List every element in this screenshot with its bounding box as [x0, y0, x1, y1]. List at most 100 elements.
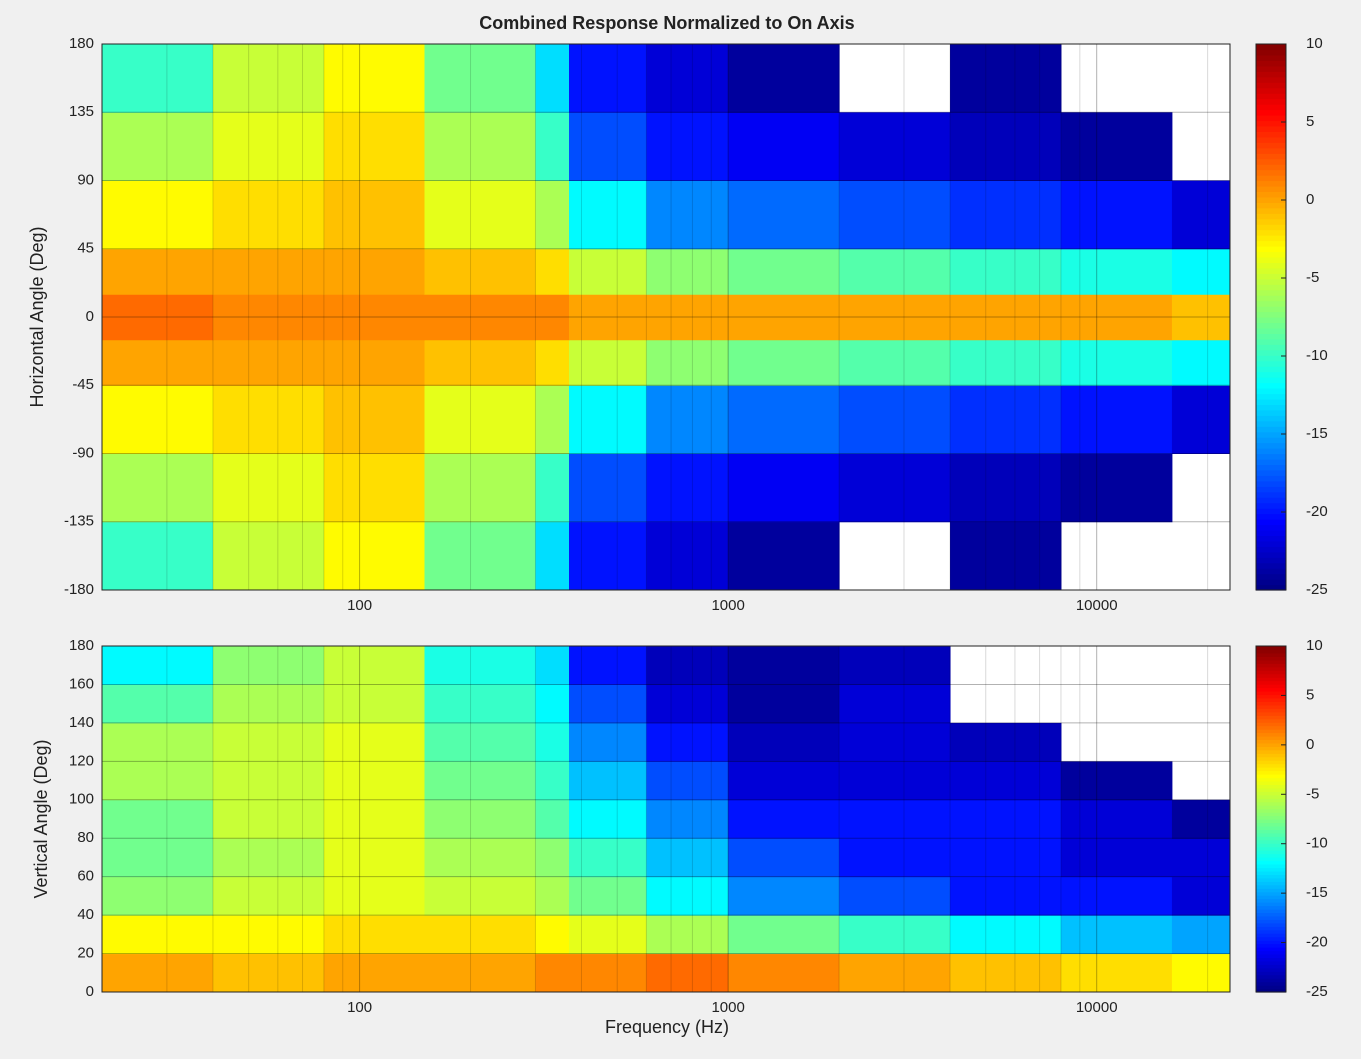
heatmap-cell [1171, 838, 1231, 878]
heatmap-cell [535, 112, 570, 181]
colorbar-swatch [1256, 60, 1286, 67]
colorbar-swatch [1256, 718, 1286, 723]
heatmap-cell [102, 44, 214, 113]
colorbar-swatch [1256, 366, 1286, 373]
heatmap-cell [535, 521, 570, 591]
colorbar-swatch [1256, 843, 1286, 848]
colorbar-swatch [1256, 191, 1286, 198]
colorbar-swatch [1256, 988, 1286, 993]
heatmap-cell [839, 453, 951, 523]
heatmap-cell [323, 761, 425, 801]
heatmap-cell [728, 248, 840, 295]
colorbar-swatch [1256, 229, 1286, 236]
heatmap-cell [950, 112, 1062, 181]
heatmap-cell [535, 294, 570, 341]
y-tick-label: -135 [64, 513, 94, 530]
heatmap-cell [102, 339, 214, 386]
colorbar-swatch [1256, 867, 1286, 872]
heatmap-cell [323, 915, 425, 955]
heatmap-cell [728, 180, 840, 250]
heatmap-cell [212, 953, 325, 993]
colorbar-swatch [1256, 960, 1286, 965]
colorbar-swatch [1256, 967, 1286, 972]
colorbar-swatch [1256, 256, 1286, 263]
colorbar-tick-label: -15 [1306, 884, 1328, 901]
colorbar-swatch [1256, 393, 1286, 400]
heatmap-cell [728, 646, 840, 685]
heatmap-cell [323, 180, 425, 250]
heatmap-cell [102, 953, 214, 993]
colorbar-swatch [1256, 420, 1286, 427]
heatmap-cell [212, 294, 325, 341]
y-tick-label: 180 [69, 35, 94, 52]
colorbar-swatch [1256, 196, 1286, 203]
heatmap-cell [646, 112, 729, 181]
heatmap-cell [212, 248, 325, 295]
colorbar-swatch [1256, 404, 1286, 411]
heatmap-cell [569, 799, 647, 839]
heatmap-cell [950, 799, 1062, 839]
colorbar-swatch [1256, 104, 1286, 111]
heatmap-cell [950, 248, 1062, 295]
heatmap-cell [728, 876, 840, 916]
colorbar-swatch [1256, 780, 1286, 785]
colorbar-swatch [1256, 832, 1286, 837]
colorbar-swatch [1256, 469, 1286, 476]
colorbar-swatch [1256, 251, 1286, 258]
colorbar-swatch [1256, 985, 1286, 990]
heatmap-cell [1060, 248, 1173, 295]
colorbar-swatch [1256, 798, 1286, 803]
colorbar-swatch [1256, 284, 1286, 291]
heatmap-cell [323, 294, 425, 341]
colorbar-swatch [1256, 812, 1286, 817]
colorbar-swatch [1256, 355, 1286, 362]
colorbar-swatch [1256, 729, 1286, 734]
y-tick-label: 90 [77, 171, 94, 188]
colorbar-swatch [1256, 218, 1286, 225]
colorbar-swatch [1256, 670, 1286, 675]
heatmap-cell [569, 339, 647, 386]
colorbar-swatch [1256, 863, 1286, 869]
colorbar-swatch [1256, 262, 1286, 269]
heatmap-cell [646, 385, 729, 454]
heatmap-cell [323, 44, 425, 113]
heatmap-cell [102, 180, 214, 250]
heatmap-cell [1060, 180, 1173, 250]
colorbar-swatch [1256, 76, 1286, 83]
colorbar-swatch [1256, 940, 1286, 945]
heatmap-cell [839, 180, 951, 250]
colorbar-swatch [1256, 787, 1286, 792]
heatmap-cell [1171, 385, 1231, 454]
heatmap-cell [950, 761, 1062, 801]
colorbar-swatch [1256, 822, 1286, 827]
heatmap-cell [1060, 761, 1173, 801]
heatmap-cell [728, 44, 840, 113]
heatmap-cell [1060, 339, 1173, 386]
heatmap-cell [1171, 915, 1231, 955]
heatmap-cell [728, 521, 840, 591]
heatmap-cell [102, 761, 214, 801]
colorbar-swatch [1256, 836, 1286, 841]
colorbar-swatch [1256, 943, 1286, 948]
heatmap-cell [646, 684, 729, 724]
colorbar-swatch [1256, 185, 1286, 193]
colorbar-swatch [1256, 929, 1286, 934]
colorbar-swatch [1256, 902, 1286, 907]
colorbar-swatch [1256, 415, 1286, 422]
heatmap-cell [535, 838, 570, 878]
heatmap-cell [212, 646, 325, 685]
heatmap-cell [569, 453, 647, 523]
heatmap-cell [569, 248, 647, 295]
heatmap-cell [323, 838, 425, 878]
colorbar-swatch [1256, 338, 1286, 345]
colorbar-swatch [1256, 926, 1286, 931]
colorbar-swatch [1256, 666, 1286, 671]
colorbar-swatch [1256, 491, 1286, 498]
heatmap-cell [424, 44, 536, 113]
heatmap-cell [728, 722, 840, 762]
heatmap-cell [212, 44, 325, 113]
heatmap-cell [535, 646, 570, 685]
heatmap-cell [1060, 799, 1173, 839]
colorbar-swatch [1256, 953, 1286, 958]
